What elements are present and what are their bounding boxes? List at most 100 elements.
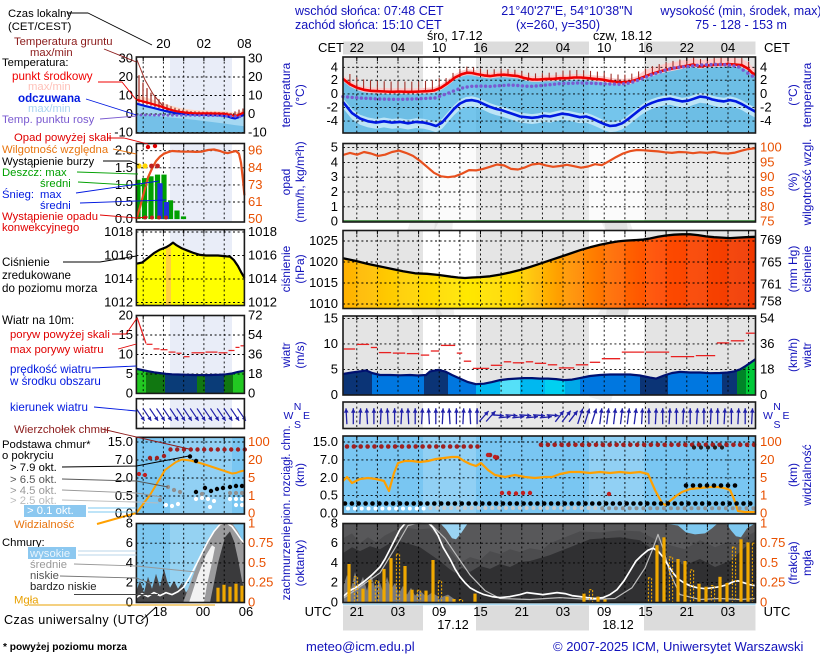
svg-text:30: 30 <box>248 51 262 66</box>
svg-text:20: 20 <box>248 69 262 84</box>
svg-text:-10: -10 <box>114 125 133 140</box>
svg-text:(x=260, y=350): (x=260, y=350) <box>516 18 600 32</box>
svg-text:o pokryciu: o pokryciu <box>2 450 54 462</box>
svg-text:> 4.5 okt.: > 4.5 okt. <box>10 485 57 497</box>
svg-text:pion. rozciągł. chm.: pion. rozciągł. chm. <box>281 425 293 524</box>
svg-text:* powyżej poziomu morza: * powyżej poziomu morza <box>3 642 127 653</box>
svg-text:50: 50 <box>248 211 262 226</box>
svg-text:CET: CET <box>764 40 790 55</box>
svg-text:10: 10 <box>324 336 338 351</box>
svg-text:1.5: 1.5 <box>115 160 133 175</box>
svg-text:max/min: max/min <box>28 103 71 115</box>
svg-text:4: 4 <box>331 154 338 169</box>
svg-text:prędkość wiatru: prędkość wiatru <box>10 363 91 376</box>
svg-text:5: 5 <box>331 361 338 376</box>
svg-text:90: 90 <box>760 169 774 184</box>
svg-text:2.0: 2.0 <box>320 470 338 485</box>
svg-text:54: 54 <box>248 327 262 342</box>
svg-text:21: 21 <box>680 604 694 619</box>
svg-text:0.75: 0.75 <box>248 535 273 550</box>
svg-text:1018: 1018 <box>248 224 277 239</box>
svg-text:0.0: 0.0 <box>115 506 133 521</box>
svg-text:09: 09 <box>597 604 611 619</box>
svg-text:Śnieg:: Śnieg: <box>2 188 34 201</box>
svg-text:wysokie: wysokie <box>29 548 70 560</box>
svg-text:poryw powyżej skali: poryw powyżej skali <box>10 329 110 341</box>
svg-text:1025: 1025 <box>309 233 338 248</box>
svg-text:1020: 1020 <box>309 254 338 269</box>
svg-text:18: 18 <box>153 604 167 619</box>
svg-text:15: 15 <box>324 310 338 325</box>
svg-text:10: 10 <box>432 40 446 55</box>
svg-text:średni: średni <box>40 200 71 212</box>
svg-text:średni: średni <box>40 178 71 190</box>
svg-text:N: N <box>294 401 302 413</box>
svg-text:0: 0 <box>331 214 338 229</box>
svg-text:Podstawa chmur*: Podstawa chmur* <box>2 439 91 451</box>
svg-text:54: 54 <box>760 310 774 325</box>
svg-text:Chmury:: Chmury: <box>2 537 45 549</box>
svg-text:22: 22 <box>680 40 694 55</box>
svg-text:20: 20 <box>119 308 133 323</box>
svg-text:Temp. punktu rosy: Temp. punktu rosy <box>2 114 95 126</box>
svg-text:(km/h): (km/h) <box>786 338 800 372</box>
svg-text:1: 1 <box>331 199 338 214</box>
svg-text:1: 1 <box>248 488 255 503</box>
svg-text:16: 16 <box>473 40 487 55</box>
svg-text:10: 10 <box>248 88 262 103</box>
svg-text:mgła: mgła <box>800 550 814 576</box>
svg-text:(km): (km) <box>293 463 307 487</box>
svg-text:CET: CET <box>318 40 344 55</box>
svg-text:10: 10 <box>119 88 133 103</box>
svg-text:8: 8 <box>331 516 338 531</box>
svg-text:15: 15 <box>473 604 487 619</box>
svg-text:zredukowane: zredukowane <box>2 269 71 282</box>
svg-text:04: 04 <box>721 40 735 55</box>
svg-text:Ciśnienie: Ciśnienie <box>2 256 50 269</box>
svg-text:Wilgotność względna: Wilgotność względna <box>2 144 109 156</box>
svg-text:2.0: 2.0 <box>115 470 133 485</box>
svg-text:0.5: 0.5 <box>320 488 338 503</box>
svg-text:średnie: średnie <box>30 559 67 571</box>
svg-text:punkt środkowy: punkt środkowy <box>12 70 93 83</box>
svg-text:2: 2 <box>331 575 338 590</box>
svg-text:temperatura: temperatura <box>279 62 293 127</box>
svg-text:-2: -2 <box>760 100 772 115</box>
svg-text:(hPa): (hPa) <box>293 254 307 283</box>
svg-text:UTC: UTC <box>764 604 791 619</box>
svg-text:1: 1 <box>248 516 255 531</box>
svg-text:16: 16 <box>638 40 652 55</box>
svg-text:10: 10 <box>119 347 133 362</box>
svg-text:5: 5 <box>760 470 767 485</box>
svg-text:4: 4 <box>331 555 338 570</box>
svg-text:96: 96 <box>248 143 262 158</box>
svg-text:20: 20 <box>156 36 170 51</box>
svg-text:śro, 17.12: śro, 17.12 <box>427 29 483 43</box>
svg-text:czw, 18.12: czw, 18.12 <box>593 29 652 43</box>
svg-text:7.0: 7.0 <box>115 452 133 467</box>
svg-text:wysokość (min, środek, max): wysokość (min, środek, max) <box>659 4 820 18</box>
svg-text:UTC: UTC <box>305 604 332 619</box>
svg-text:(CET/CEST): (CET/CEST) <box>8 21 72 33</box>
svg-text:zachód słońca: 15:10 CET: zachód słońca: 15:10 CET <box>295 18 442 32</box>
svg-text:08: 08 <box>237 36 251 51</box>
svg-text:758: 758 <box>760 294 782 309</box>
svg-text:wschód słońca: 07:48 CET: wschód słońca: 07:48 CET <box>294 4 444 18</box>
svg-text:0: 0 <box>248 595 255 610</box>
svg-text:opad: opad <box>279 169 293 196</box>
svg-text:1014: 1014 <box>248 271 277 286</box>
svg-text:100: 100 <box>760 434 782 449</box>
svg-text:21: 21 <box>350 604 364 619</box>
svg-text:100: 100 <box>760 140 782 155</box>
svg-text:0: 0 <box>331 595 338 610</box>
svg-text:ciśnienie: ciśnienie <box>279 245 293 292</box>
svg-text:95: 95 <box>760 154 774 169</box>
svg-text:(frakcja): (frakcja) <box>786 541 800 584</box>
svg-text:2: 2 <box>331 72 338 87</box>
svg-text:1015: 1015 <box>309 275 338 290</box>
svg-text:1012: 1012 <box>104 295 133 310</box>
svg-text:20: 20 <box>119 69 133 84</box>
svg-text:0: 0 <box>248 385 255 400</box>
svg-text:8: 8 <box>126 516 133 531</box>
svg-text:(°C): (°C) <box>786 84 800 105</box>
